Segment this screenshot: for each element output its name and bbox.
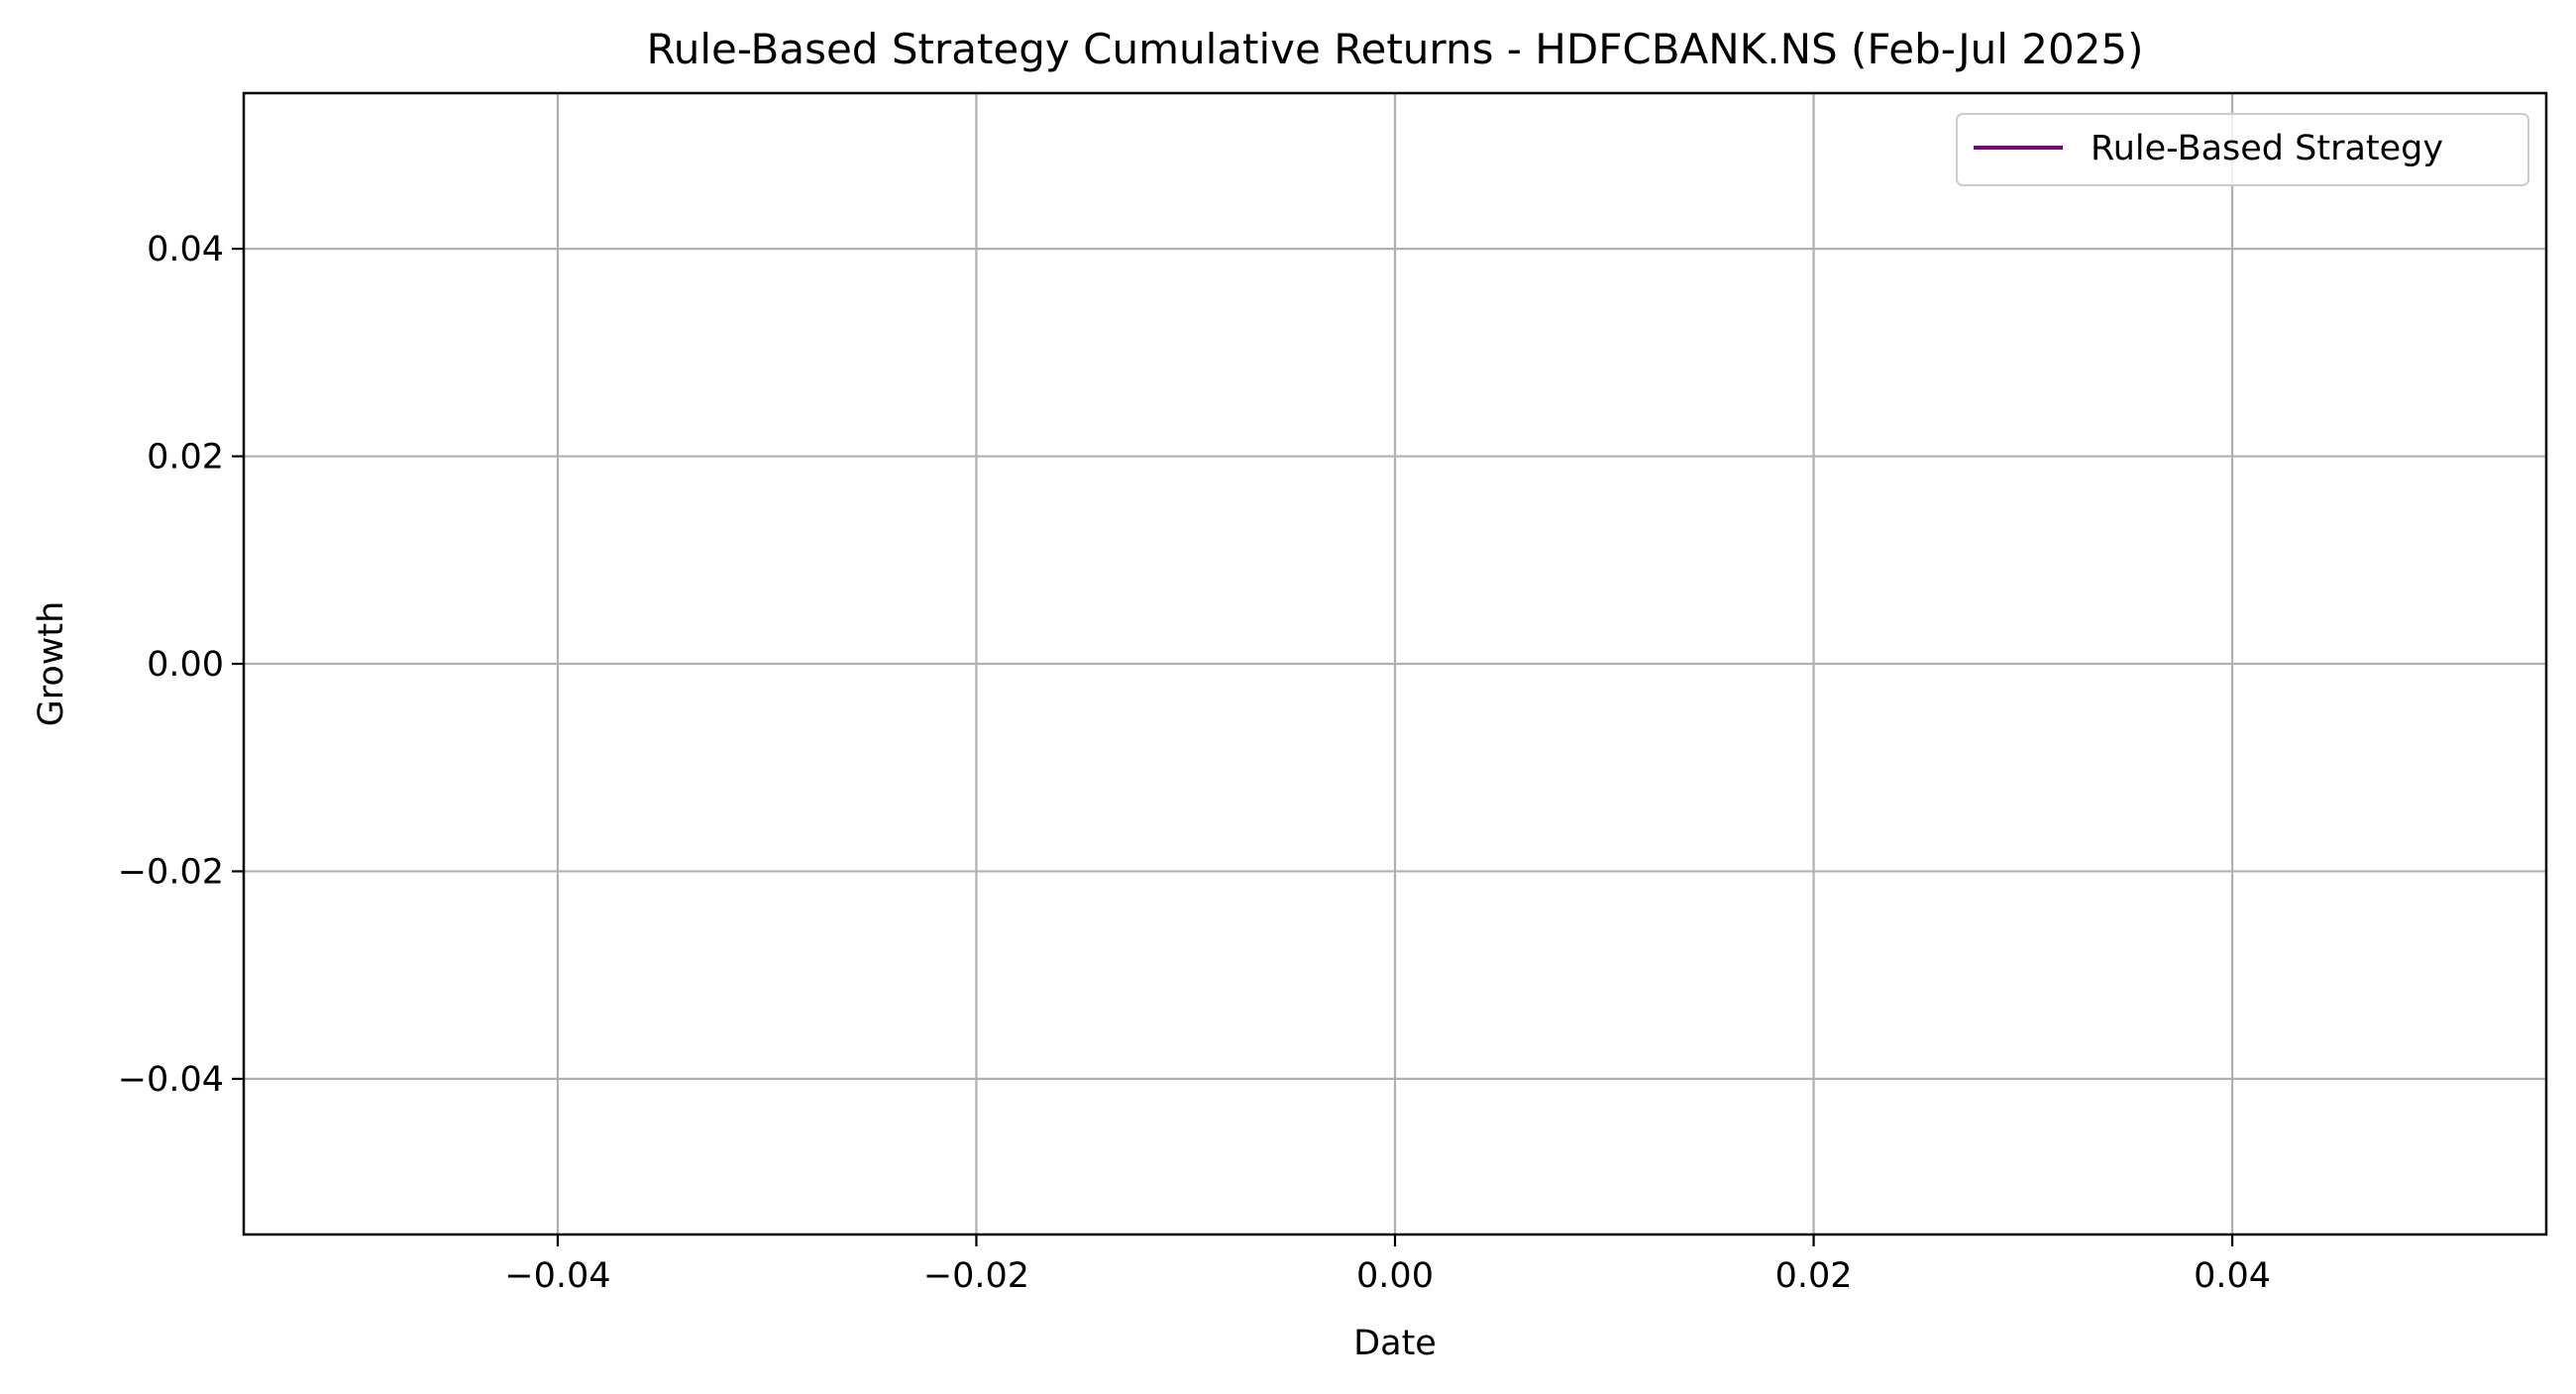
y-tick-label: 0.04 (147, 230, 224, 269)
legend: Rule-Based Strategy (1956, 113, 2529, 186)
x-tick-label: 0.04 (2194, 1256, 2271, 1296)
legend-frame (1956, 113, 2529, 186)
x-tick-label: 0.00 (1356, 1256, 1434, 1296)
axis-ticks (232, 247, 2234, 1246)
x-tick-label: −0.04 (504, 1256, 610, 1296)
x-tick-label: −0.02 (923, 1256, 1029, 1296)
x-axis-label: Date (1353, 1324, 1437, 1363)
tick-labels: −0.04 −0.02 0.00 0.02 0.04 −0.04 −0.02 0.00 0.02… (118, 230, 2271, 1296)
y-tick-label: 0.02 (147, 438, 224, 478)
chart-title: Rule-Based Strategy Cumulative Returns -… (646, 25, 2143, 73)
grid-lines (244, 93, 2546, 1234)
y-axis-label: Growth (32, 601, 71, 727)
y-tick-label: −0.02 (118, 852, 224, 892)
legend-label: Rule-Based Strategy (2091, 129, 2443, 168)
x-tick-label: 0.02 (1775, 1256, 1853, 1296)
y-tick-label: −0.04 (118, 1060, 224, 1100)
y-tick-label: 0.00 (147, 645, 224, 685)
